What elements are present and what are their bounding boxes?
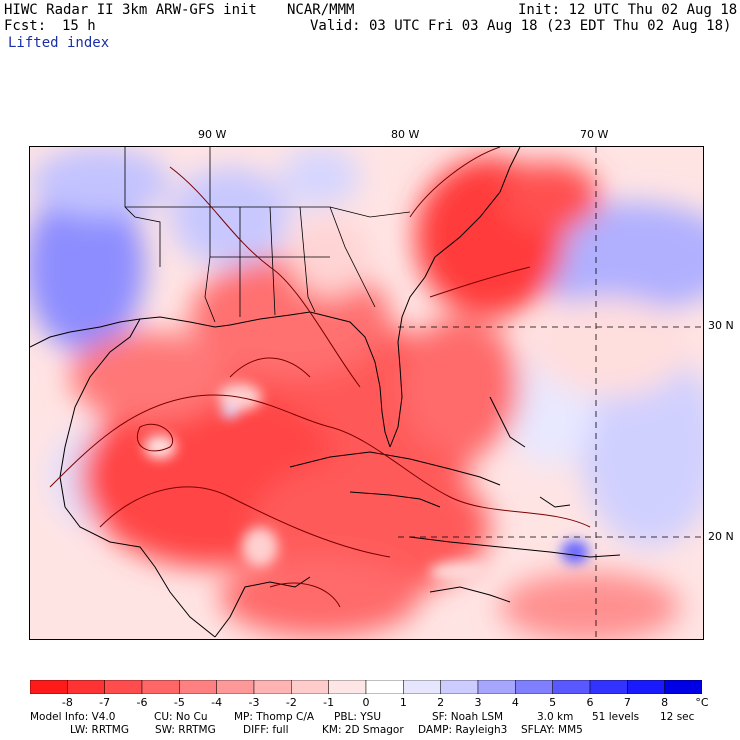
colorbar-swatch [627,680,665,694]
model-title: HIWC Radar II 3km ARW-GFS init [4,2,257,18]
state-borders [124,147,411,323]
colorbar-swatch [589,680,628,694]
colorbar-tick-label: -7 [99,696,111,709]
colorbar [30,680,702,694]
lifted-index-map [29,146,704,640]
colorbar-tick-label: -1 [323,696,335,709]
footer-item: DIFF: full [243,724,289,736]
colorbar-tick-label: 7 [623,696,631,709]
colorbar-swatch [104,680,143,694]
forecast-hour: 15 h [62,18,96,34]
colorbar-swatch [664,680,702,694]
footer-item: KM: 2D Smagor [322,724,404,736]
colorbar-tick-label: 2 [437,696,445,709]
footer-item: DAMP: Rayleigh3 [418,724,508,736]
colorbar-swatch [365,680,404,694]
lon-label-90w: 90 W [198,128,227,141]
footer-item: SF: Noah LSM [432,711,504,723]
colorbar-swatch [216,680,255,694]
colorbar-swatch [141,680,180,694]
footer-item: CU: No Cu [154,711,208,723]
colorbar-tick-label: 1 [399,696,407,709]
footer-item: Model Info: V4.0 [30,711,116,723]
coastlines [30,147,621,638]
colorbar-tick-label: 8 [661,696,669,709]
colorbar-tick-label: -3 [248,696,260,709]
colorbar-swatch [477,680,516,694]
colorbar-swatch [253,680,292,694]
footer-item: SW: RRTMG [155,724,216,736]
colorbar-swatch [515,680,553,694]
colorbar-tick-label: -2 [285,696,297,709]
field-name: Lifted index [8,35,110,51]
colorbar-swatch [291,680,329,694]
colorbar-tick-label: 3 [474,696,482,709]
colorbar-tick-label: -8 [61,696,73,709]
lifted-index-contours [49,147,591,608]
colorbar-swatch [440,680,479,694]
graticule [398,147,703,639]
lifted-index-field [30,147,703,639]
forecast-label: Fcst: [4,18,47,34]
colorbar-tick-label: 5 [549,696,557,709]
colorbar-swatch [403,680,441,694]
lon-label-70w: 70 W [580,128,609,141]
organization-label: NCAR/MMM [287,2,355,18]
footer-item: 12 sec [660,711,695,723]
valid-time: Valid: 03 UTC Fri 03 Aug 18 (23 EDT Thu … [310,18,732,34]
colorbar-tick-label: 6 [586,696,594,709]
footer-item: PBL: YSU [334,711,382,723]
colorbar-tick-label: -4 [211,696,223,709]
colorbar-swatch [67,680,105,694]
colorbar-swatch [179,680,217,694]
footer-item: 51 levels [592,711,640,723]
lat-label-20n: 20 N [708,530,734,543]
footer-item: MP: Thomp C/A [234,711,315,723]
colorbar-tick-label: -5 [173,696,185,709]
init-time: Init: 12 UTC Thu 02 Aug 18 [518,2,738,18]
colorbar-swatch [30,680,68,694]
colorbar-tick-label: 0 [362,696,370,709]
colorbar-swatch [552,680,591,694]
colorbar-swatch [328,680,367,694]
lat-label-30n: 30 N [708,319,734,332]
footer-item: 3.0 km [537,711,574,723]
colorbar-tick-label: 4 [511,696,519,709]
colorbar-tick-label: -6 [136,696,148,709]
colorbar-unit: °C [695,696,709,709]
footer-item: SFLAY: MM5 [521,724,583,736]
lon-label-80w: 80 W [391,128,420,141]
footer-item: LW: RRTMG [70,724,129,736]
